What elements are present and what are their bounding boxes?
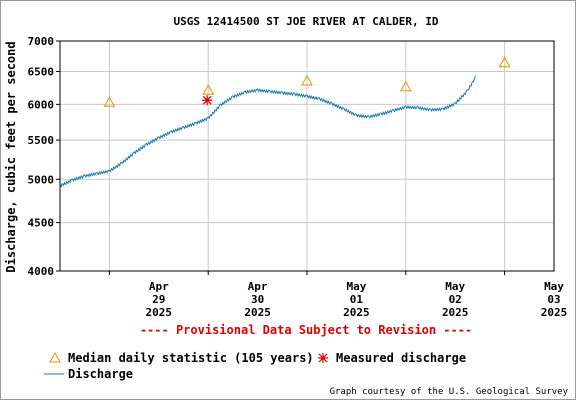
x-tick-year: 2025 xyxy=(442,306,469,319)
y-tick-label: 6000 xyxy=(28,98,55,111)
x-tick-day: 02 xyxy=(449,293,462,306)
median-marker xyxy=(301,75,313,86)
x-tick-month: Apr xyxy=(149,280,169,293)
chart-title: USGS 12414500 ST JOE RIVER AT CALDER, ID xyxy=(174,15,439,28)
x-tick-day: 01 xyxy=(350,293,364,306)
x-tick-day: 29 xyxy=(152,293,165,306)
plot-area-border xyxy=(59,40,555,272)
x-tick-month: May xyxy=(445,280,465,293)
y-axis-ticks: 4000 4500 5000 5500 6000 6500 7000 xyxy=(28,35,60,278)
y-tick-label: 4000 xyxy=(28,265,55,278)
x-tick-month: Apr xyxy=(248,280,268,293)
y-tick-label: 5000 xyxy=(28,173,55,186)
legend-label: Median daily statistic (105 years) xyxy=(68,351,314,365)
y-tick-label: 5500 xyxy=(28,134,55,147)
x-tick-year: 2025 xyxy=(244,306,271,319)
asterisk-icon xyxy=(318,353,328,363)
x-tick-year: 2025 xyxy=(343,306,370,319)
data-series xyxy=(59,56,511,188)
median-marker xyxy=(202,84,215,95)
y-tick-label: 7000 xyxy=(28,35,55,48)
x-tick-year: 2025 xyxy=(541,306,568,319)
legend-label: Discharge xyxy=(68,367,133,381)
discharge-line xyxy=(59,76,477,188)
y-axis-label: Discharge, cubic feet per second xyxy=(4,41,18,272)
credit-text: Graph courtesy of the U.S. Geological Su… xyxy=(330,387,569,397)
legend-item: Measured discharge xyxy=(318,351,466,365)
x-tick-month: May xyxy=(346,280,366,293)
median-marker xyxy=(498,56,511,68)
x-tick-year: 2025 xyxy=(146,306,173,319)
triangle-icon xyxy=(49,351,61,363)
median-marker xyxy=(103,96,116,107)
x-tick-day: 03 xyxy=(547,293,560,306)
legend-item: Discharge xyxy=(44,367,133,381)
provisional-note: ---- Provisional Data Subject to Revisio… xyxy=(140,323,472,337)
x-tick-month: May xyxy=(544,280,564,293)
legend-label: Measured discharge xyxy=(336,351,466,365)
legend: Median daily statistic (105 years) Measur… xyxy=(44,351,466,381)
y-tick-label: 4500 xyxy=(28,217,55,230)
median-marker xyxy=(399,80,412,92)
legend-item: Median daily statistic (105 years) xyxy=(49,351,314,365)
y-tick-label: 6500 xyxy=(28,65,55,78)
measured-marker xyxy=(202,95,213,106)
x-tick-day: 30 xyxy=(251,293,264,306)
x-axis-ticks: Apr292025Apr302025May012025May022025May0… xyxy=(108,271,568,319)
